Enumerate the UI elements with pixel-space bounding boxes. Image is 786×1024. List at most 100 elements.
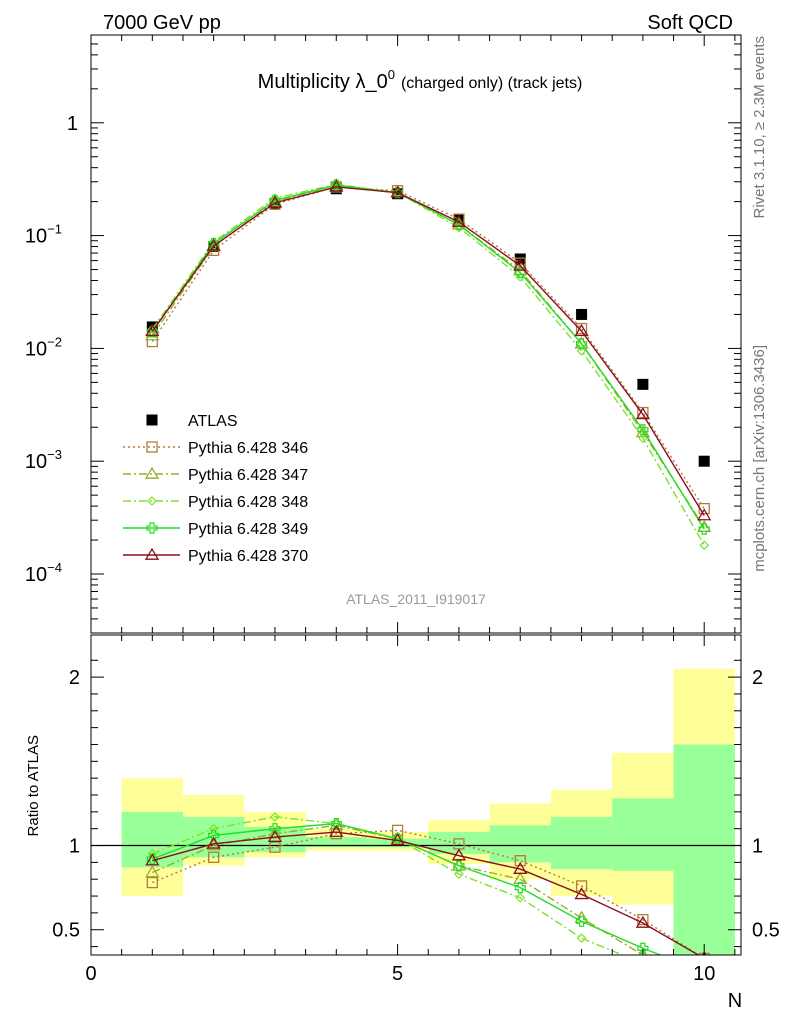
y-tick-label: 1 xyxy=(69,836,80,858)
plot-title: Multiplicity λ_00 (charged only) (track j… xyxy=(258,67,583,93)
rivet-version-label: Rivet 3.1.10, ≥ 2.3M events xyxy=(751,36,768,219)
ratio-panel-axes: 0 5 10 0.5 0.5 1 1 2 2 xyxy=(52,634,780,985)
ratio-point xyxy=(331,818,342,829)
data-point xyxy=(513,258,528,271)
y-tick-base: 10 xyxy=(25,564,47,586)
analysis-label: ATLAS_2011_I919017 xyxy=(346,591,486,607)
y-tick-exponent: −3 xyxy=(47,447,62,462)
ratio-point xyxy=(206,836,221,849)
y-axis-label: Ratio to ATLAS xyxy=(25,735,42,836)
y-tick-label-right: 2 xyxy=(752,667,763,689)
data-point xyxy=(390,185,405,198)
ratio-point xyxy=(267,829,283,842)
ratio-point xyxy=(453,860,465,872)
data-point xyxy=(697,508,712,521)
energy-label: 7000 GeV pp xyxy=(103,12,221,34)
ratio-point xyxy=(574,910,589,923)
ratio-point xyxy=(515,892,526,903)
series-line xyxy=(151,186,705,509)
data-point xyxy=(269,194,281,207)
data-point xyxy=(574,336,589,349)
legend-marker xyxy=(147,496,157,506)
series-line xyxy=(151,184,705,530)
data-point xyxy=(699,540,710,551)
ratio-line xyxy=(152,831,700,955)
data-point xyxy=(637,424,649,436)
plot-title-superscript: 0 xyxy=(388,67,395,82)
data-point xyxy=(635,407,651,420)
y-tick-label: 10−4 xyxy=(25,560,62,586)
top-panel-data xyxy=(145,177,712,551)
data-point xyxy=(637,378,649,390)
ratio-point xyxy=(147,849,158,859)
y-tick-label: 10−3 xyxy=(25,447,62,473)
process-label: Soft QCD xyxy=(647,12,733,34)
data-point xyxy=(575,322,588,335)
series-5 xyxy=(145,179,712,521)
series-line xyxy=(151,186,705,516)
ratio-point xyxy=(146,876,158,889)
legend-entry-3: Pythia 6.428 348 xyxy=(123,494,308,511)
series-line xyxy=(151,183,705,546)
legend-label: ATLAS xyxy=(188,413,238,430)
plot-title-main: Multiplicity λ_0 xyxy=(258,71,388,93)
data-point xyxy=(574,323,589,337)
y-tick-exponent: −4 xyxy=(47,560,62,575)
data-point xyxy=(698,455,710,467)
ratio-point xyxy=(637,913,649,926)
legend: ATLAS Pythia 6.428 346 Pythia 6.428 347 Pyt… xyxy=(123,413,308,565)
ratio-line xyxy=(152,824,646,955)
ratio-point xyxy=(329,824,344,837)
ratio-point xyxy=(390,833,405,846)
ratio-point xyxy=(638,947,648,955)
x-tick-label: 5 xyxy=(392,963,403,985)
ratio-point xyxy=(576,933,587,944)
legend-marker xyxy=(144,466,160,479)
legend-entry-2: Pythia 6.428 347 xyxy=(123,466,308,484)
ratio-point xyxy=(514,882,526,894)
data-point xyxy=(575,338,588,350)
data-point xyxy=(329,179,344,192)
y-tick-exponent: −1 xyxy=(47,222,62,237)
y-tick-label-right: 1 xyxy=(752,836,763,858)
ratio-point xyxy=(269,841,281,853)
ratio-point xyxy=(454,869,464,880)
ratio-point xyxy=(513,861,528,874)
green-band-bin xyxy=(612,798,674,871)
x-tick-label: 0 xyxy=(85,963,96,985)
y-tick-exponent: −2 xyxy=(47,334,62,349)
legend-label: Pythia 6.428 370 xyxy=(188,548,308,565)
ratio-point xyxy=(575,915,588,927)
plot-title-suffix: (charged only) (track jets) xyxy=(401,75,582,92)
data-point xyxy=(392,188,404,200)
y-tick-label: 2 xyxy=(69,667,80,689)
ratio-line xyxy=(152,829,701,955)
ratio-point xyxy=(145,853,160,866)
ratio-point xyxy=(270,812,280,822)
legend-entry-1: Pythia 6.428 346 xyxy=(123,440,308,457)
y-tick-label: 10−2 xyxy=(25,334,62,360)
x-tick-label: 10 xyxy=(693,963,715,985)
data-point xyxy=(698,523,710,535)
ratio-point xyxy=(574,887,589,900)
ratio-point xyxy=(267,826,283,839)
green-band-bin xyxy=(489,825,551,863)
data-point xyxy=(145,328,160,341)
green-band-bin xyxy=(121,811,183,868)
ratio-point xyxy=(639,959,647,967)
data-point xyxy=(697,519,712,533)
y-tick-label: 0.5 xyxy=(52,920,80,942)
green-band-bin xyxy=(550,816,613,870)
data-point xyxy=(267,195,283,208)
data-point xyxy=(208,237,220,250)
legend-marker xyxy=(144,547,160,560)
legend-entry-0: ATLAS xyxy=(146,413,238,430)
y-tick-base: 10 xyxy=(25,226,47,248)
legend-label: Pythia 6.428 348 xyxy=(188,494,308,511)
data-point xyxy=(576,346,587,356)
top-frame xyxy=(90,34,742,634)
legend-entry-5: Pythia 6.428 370 xyxy=(123,547,308,565)
data-point xyxy=(270,193,280,203)
legend-marker xyxy=(146,441,158,453)
